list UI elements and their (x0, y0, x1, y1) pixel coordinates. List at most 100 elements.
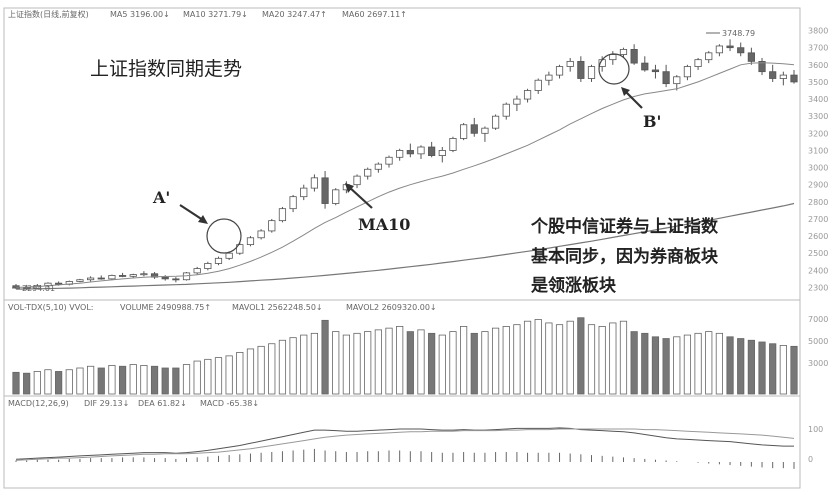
volume-bar-up (523, 320, 532, 395)
candle-up (545, 74, 553, 81)
candle-up (705, 52, 713, 61)
candle-up (204, 263, 212, 269)
candle-down (651, 69, 660, 73)
point-b-label: B' (643, 112, 661, 131)
candle-up (491, 115, 500, 129)
volume-bar-down (172, 367, 180, 395)
ma10-line (15, 62, 795, 288)
candle-up (566, 60, 574, 67)
volume-bar-up (598, 325, 606, 395)
volume-bar-down (651, 336, 660, 395)
y-tick-label: 2800 (808, 198, 828, 207)
volume-bar-up (534, 319, 542, 395)
candle-down (747, 52, 755, 62)
macd-dif-line (15, 427, 794, 460)
volume-bar-up (555, 324, 564, 395)
volume-bar-up (566, 320, 574, 395)
volume-bar-up (193, 360, 201, 395)
volume-bar-up (673, 336, 681, 395)
volume-bar-up (364, 331, 372, 395)
candle-up (374, 163, 382, 170)
candle-up (609, 54, 617, 61)
volume-bar-up (683, 334, 692, 395)
volume-bar-up (214, 357, 223, 395)
candle-up (779, 74, 787, 79)
candle-up (76, 279, 84, 282)
y-tick-label: 2500 (808, 249, 828, 258)
candle-down (630, 49, 638, 64)
candle-up (555, 66, 564, 76)
y-tick-label: 2400 (808, 266, 828, 275)
volume-bar-up (204, 358, 212, 395)
candle-down (172, 278, 180, 281)
macd-header-dea: DEA 61.82↓ (138, 399, 187, 408)
macd-tick-label: 0 (808, 455, 813, 464)
y-tick-label: 2600 (808, 232, 828, 241)
volume-bar-up (491, 327, 500, 395)
volume-bar-down (790, 345, 798, 395)
candle-up (236, 244, 244, 254)
candle-up (385, 156, 393, 165)
point-a-circle (206, 218, 242, 254)
candle-up (460, 124, 468, 139)
candle-up (300, 187, 308, 198)
volume-bar-down (321, 319, 329, 395)
volume-bar-up (182, 364, 191, 395)
candle-up (108, 275, 116, 280)
candle-up (268, 220, 276, 232)
volume-bar-down (428, 332, 436, 395)
volume-bar-up (268, 343, 276, 395)
volume-bar-up (44, 369, 52, 395)
volume-bar-down (470, 332, 478, 395)
candle-up (513, 98, 521, 105)
candle-up (257, 230, 265, 239)
candle-up (523, 90, 532, 100)
y-tick-label: 3000 (808, 164, 828, 173)
ma10-arrowhead (345, 183, 354, 193)
note-line-3: 是领涨板块 (531, 275, 617, 296)
candle-down (662, 71, 670, 85)
volume-bar-down (769, 343, 777, 395)
volume-bar-up (449, 331, 457, 395)
y-tick-label: 3100 (808, 146, 828, 155)
macd-header-dif: DIF 29.13↓ (84, 399, 129, 408)
candle-up (396, 150, 404, 158)
volume-bar-up (342, 334, 350, 395)
candle-up (619, 49, 628, 55)
candle-down (737, 47, 745, 54)
volume-bar-down (758, 341, 766, 395)
volume-bar-up (715, 332, 723, 395)
candle-up (364, 168, 372, 177)
chart-title: 上证指数同期走势 (90, 58, 242, 80)
candle-up (214, 257, 223, 264)
volume-bar-up (246, 348, 255, 395)
candle-up (715, 45, 723, 54)
volume-bar-up (619, 320, 628, 395)
price-header-ma10: MA10 3271.79↓ (183, 10, 248, 19)
price-header-ma60: MA60 2697.11↑ (342, 10, 407, 19)
volume-bar-down (737, 338, 745, 395)
candle-up (683, 66, 692, 78)
candle-down (758, 60, 766, 73)
candle-up (289, 196, 297, 210)
volume-bar-down (662, 338, 670, 395)
candle-up (481, 127, 489, 134)
point-a-label: A' (152, 188, 170, 207)
volume-bar-down (23, 372, 31, 395)
volume-tick-label: 7000 (808, 315, 828, 324)
volume-bar-up (545, 322, 553, 395)
volume-bar-down (641, 332, 649, 395)
volume-bar-up (705, 331, 713, 395)
volume-bar-up (502, 325, 510, 395)
note-line-2: 基本同步，因为券商板块 (530, 246, 719, 267)
candle-down (55, 282, 63, 285)
candle-down (641, 62, 649, 71)
volume-bar-up (76, 367, 84, 395)
candle-down (406, 150, 414, 155)
candle-up (246, 237, 255, 246)
y-tick-label: 3800 (808, 27, 828, 36)
y-tick-label: 3300 (808, 112, 828, 121)
volume-bar-up (33, 371, 41, 395)
candle-up (332, 189, 340, 204)
